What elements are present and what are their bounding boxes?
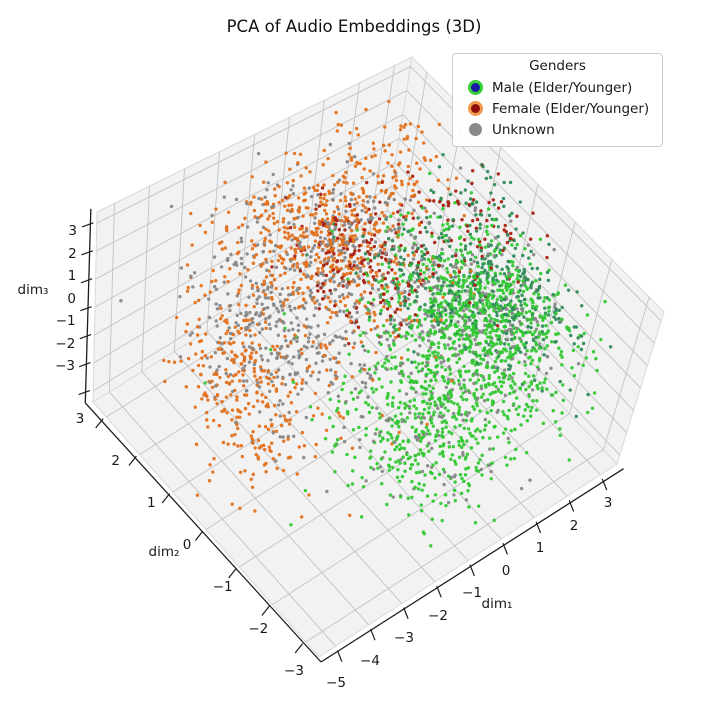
dim1-axis-label: dim₁ <box>481 596 513 612</box>
legend: Genders Male (Elder/Younger) Female (Elde… <box>452 53 663 147</box>
dim1-tick-label: 1 <box>535 540 545 556</box>
dim2-tick-label: 2 <box>111 453 120 469</box>
dim1-tick-label: −1 <box>462 585 482 601</box>
dim3-tick-label: 3 <box>68 223 77 239</box>
dim1-tick-label: 2 <box>569 517 579 534</box>
dim3-tick-label: −1 <box>55 313 76 329</box>
legend-title: Genders <box>529 58 586 74</box>
legend-entry-label: Female (Elder/Younger) <box>492 100 650 117</box>
dim2-tick-label: 1 <box>147 495 156 511</box>
dim1-tick-label: −5 <box>326 675 346 691</box>
dim3-axis-label: dim₃ <box>17 282 49 298</box>
dim3-tick-label: −3 <box>55 358 75 374</box>
dim3-tick-label: 1 <box>67 268 77 284</box>
legend-entry-label: Unknown <box>492 121 555 138</box>
dim1-tick-label: −3 <box>394 630 414 646</box>
legend-entry: Female (Elder/Younger) <box>461 98 654 119</box>
legend-entry-label: Male (Elder/Younger) <box>492 79 633 96</box>
legend-marker-icon <box>469 123 482 136</box>
dim2-tick-label: −2 <box>248 621 269 637</box>
dim3-tick-label: 2 <box>68 245 77 262</box>
dim1-tick-label: −4 <box>360 652 380 669</box>
dim2-tick-label: 0 <box>182 537 192 553</box>
legend-marker-icon <box>468 101 483 116</box>
dim3-tick-label: 0 <box>67 290 76 307</box>
dim3-tick-label: −2 <box>55 335 76 352</box>
dim2-tick-label: −1 <box>212 579 233 595</box>
legend-entry: Male (Elder/Younger) <box>461 77 654 98</box>
dim2-tick-label: −3 <box>284 663 304 679</box>
legend-marker-icon <box>468 80 483 95</box>
dim1-tick-label: −2 <box>428 607 448 624</box>
dim1-tick-label: 3 <box>603 495 613 511</box>
dim2-tick-label: 3 <box>75 411 85 427</box>
dim2-axis-label: dim₂ <box>148 544 180 560</box>
chart-title: PCA of Audio Embeddings (3D) <box>226 17 482 36</box>
legend-entry: Unknown <box>461 119 654 140</box>
dim1-tick-label: 0 <box>501 562 511 579</box>
legend-items: Male (Elder/Younger) Female (Elder/Younge… <box>461 77 654 140</box>
